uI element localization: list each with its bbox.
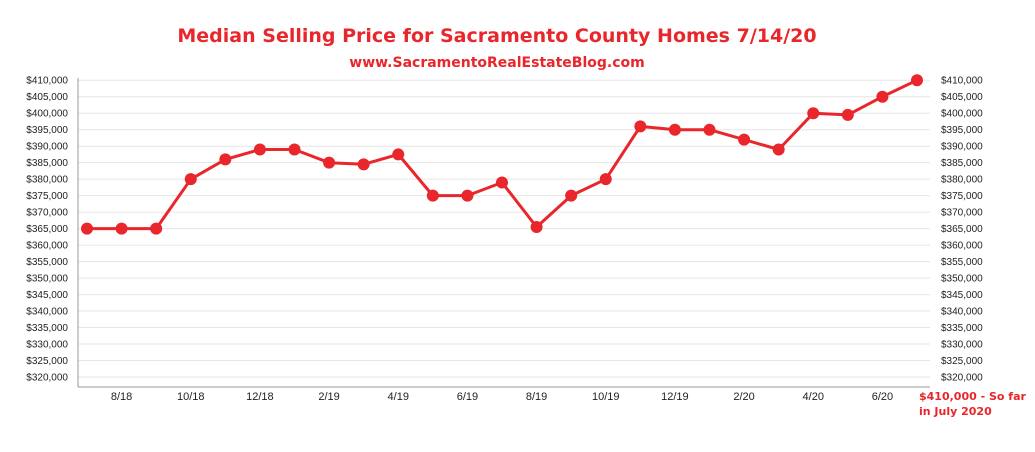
data-point [288, 143, 301, 156]
y-tick-label-right: $340,000 [941, 307, 983, 318]
y-tick-label-left: $380,000 [26, 175, 68, 186]
x-tick-label: 10/19 [592, 391, 620, 403]
annotation-line-2: in July 2020 [919, 405, 992, 418]
y-tick-label-right: $380,000 [941, 175, 983, 186]
y-tick-label-left: $370,000 [26, 208, 68, 219]
data-point [668, 123, 681, 136]
data-point [807, 107, 820, 120]
data-point [703, 123, 716, 136]
y-tick-label-right: $385,000 [941, 158, 983, 169]
y-axis-left: $320,000 $325,000 $330,000 $335,000 $340,000… [26, 76, 68, 384]
data-point [426, 189, 439, 202]
x-tick-label: 10/18 [177, 391, 205, 403]
annotation-line-1: $410,000 - So far [919, 390, 1026, 403]
data-point [565, 189, 578, 202]
x-axis: 8/18 10/18 12/18 2/19 4/19 6/19 8/19 10/19 12/19… [111, 391, 893, 403]
y-tick-label-left: $330,000 [26, 340, 68, 351]
data-point [219, 153, 232, 166]
data-point [876, 90, 889, 103]
y-tick-label-right: $320,000 [941, 373, 983, 384]
y-tick-label-left: $345,000 [26, 290, 68, 301]
y-tick-label-left: $390,000 [26, 142, 68, 153]
y-tick-label-right: $370,000 [941, 208, 983, 219]
series-line [87, 78, 918, 231]
data-point [599, 173, 612, 186]
data-point [81, 222, 93, 235]
y-tick-label-left: $350,000 [26, 274, 68, 285]
y-tick-label-right: $375,000 [941, 191, 983, 202]
x-tick-label: 8/19 [526, 391, 547, 403]
y-tick-label-right: $345,000 [941, 290, 983, 301]
data-point [357, 158, 370, 171]
data-point [253, 143, 266, 156]
data-point [115, 222, 128, 235]
x-tick-label: 2/20 [733, 391, 754, 403]
y-tick-label-right: $390,000 [941, 142, 983, 153]
data-point [738, 133, 751, 146]
y-tick-label-left: $400,000 [26, 109, 68, 120]
y-tick-label-left: $360,000 [26, 241, 68, 252]
y-tick-label-right: $365,000 [941, 224, 983, 235]
y-tick-label-left: $395,000 [26, 125, 68, 136]
y-tick-label-right: $395,000 [941, 125, 983, 136]
data-point [392, 148, 405, 161]
x-tick-label: 8/18 [111, 391, 132, 403]
data-point [184, 173, 197, 186]
y-tick-label-left: $320,000 [26, 373, 68, 384]
x-tick-label: 12/18 [246, 391, 274, 403]
x-tick-label: 2/19 [318, 391, 339, 403]
data-point [634, 120, 647, 133]
data-point [496, 176, 508, 189]
y-tick-label-left: $335,000 [26, 323, 68, 334]
y-tick-label-left: $385,000 [26, 158, 68, 169]
y-tick-label-left: $365,000 [26, 224, 68, 235]
data-point [841, 108, 854, 121]
y-tick-label-right: $360,000 [941, 241, 983, 252]
y-axis-right: $320,000 $325,000 $330,000 $335,000 $340,000… [941, 76, 983, 384]
y-tick-label-left: $340,000 [26, 307, 68, 318]
y-tick-label-right: $350,000 [941, 274, 983, 285]
chart-title: Median Selling Price for Sacramento Coun… [177, 25, 816, 47]
data-point [530, 220, 543, 233]
y-tick-label-right: $410,000 [941, 76, 983, 87]
y-tick-label-right: $355,000 [941, 257, 983, 268]
data-point [461, 189, 474, 202]
y-tick-label-right: $325,000 [941, 356, 983, 367]
y-tick-label-left: $410,000 [26, 76, 68, 87]
y-tick-label-left: $325,000 [26, 356, 68, 367]
data-point [772, 143, 785, 156]
y-tick-label-left: $355,000 [26, 257, 68, 268]
x-tick-label: 4/19 [388, 391, 409, 403]
data-point [911, 74, 923, 87]
y-tick-label-right: $405,000 [941, 92, 983, 103]
y-tick-label-left: $375,000 [26, 191, 68, 202]
data-points [81, 74, 923, 235]
x-tick-label: 12/19 [661, 391, 689, 403]
y-tick-label-right: $400,000 [941, 109, 983, 120]
chart-subtitle: www.SacramentoRealEstateBlog.com [349, 55, 644, 71]
x-tick-label: 6/20 [872, 391, 893, 403]
x-tick-label: 4/20 [803, 391, 824, 403]
data-point [150, 222, 163, 235]
y-tick-label-left: $405,000 [26, 92, 68, 103]
data-point [323, 156, 336, 169]
y-tick-label-right: $330,000 [941, 340, 983, 351]
y-tick-label-right: $335,000 [941, 323, 983, 334]
x-tick-label: 6/19 [457, 391, 478, 403]
